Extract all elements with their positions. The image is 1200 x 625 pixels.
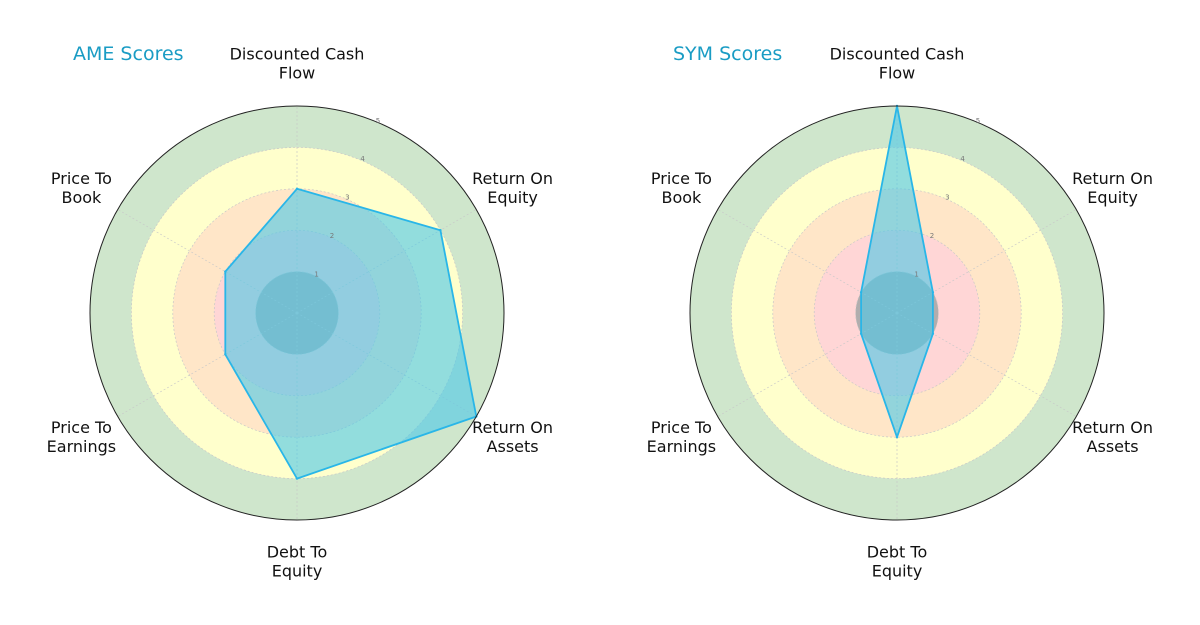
tick-label-2: 2 <box>930 232 934 240</box>
point-price-to-book <box>859 291 863 294</box>
point-debt-to-equity <box>295 477 299 480</box>
axis-label-line: Assets <box>487 437 539 456</box>
spoke-price-to-earnings <box>117 312 298 417</box>
point-debt-to-equity <box>895 436 899 439</box>
axis-label-line: Debt To <box>867 543 928 562</box>
point-price-to-book <box>224 270 227 273</box>
tick-label-2: 2 <box>330 232 334 240</box>
tick-label-3: 3 <box>345 194 349 202</box>
axis-label-return-on-equity: Return On Equity <box>1072 169 1153 207</box>
axis-label-line: Price To <box>51 418 112 437</box>
axis-label-line: Equity <box>487 188 538 207</box>
spoke-price-to-earnings <box>717 312 898 417</box>
axis-label-line: Price To <box>651 169 712 188</box>
tick-label-1: 1 <box>314 271 318 279</box>
axis-label-line: Discounted Cash <box>230 45 365 64</box>
chart-title: AME Scores <box>73 43 184 65</box>
axis-label-line: Equity <box>872 562 923 581</box>
axis-label-return-on-equity: Return On Equity <box>472 169 553 207</box>
point-return-on-assets <box>931 332 935 335</box>
axis-label-price-to-earnings: Price To Earnings <box>47 418 116 456</box>
outer-ring <box>89 105 505 521</box>
axis-label-line: Return On <box>1072 169 1153 188</box>
point-price-to-earnings <box>224 353 227 356</box>
spoke-price-to-book <box>117 209 298 314</box>
axis-label-line: Earnings <box>647 437 716 456</box>
tick-label-4: 4 <box>960 155 965 163</box>
axis-label-line: Price To <box>651 418 712 437</box>
axis-label-line: Earnings <box>47 437 116 456</box>
tick-label-5: 5 <box>976 117 980 125</box>
axis-label-price-to-book: Price To Book <box>651 169 712 207</box>
axis-label-return-on-assets: Return On Assets <box>1072 418 1153 456</box>
tick-label-4: 4 <box>360 155 365 163</box>
axis-label-line: Flow <box>879 64 916 83</box>
axis-label-line: Return On <box>1072 418 1153 437</box>
point-discounted-cash-flow <box>295 187 299 190</box>
point-price-to-earnings <box>859 332 863 335</box>
spoke-return-on-assets <box>896 312 1077 417</box>
axis-label-line: Book <box>661 188 702 207</box>
outer-ring <box>689 105 1105 521</box>
axis-label-debt-to-equity: Debt To Equity <box>867 543 928 581</box>
point-return-on-equity <box>439 229 442 232</box>
chart-title: SYM Scores <box>673 43 782 65</box>
tick-label-3: 3 <box>945 194 949 202</box>
axis-label-return-on-assets: Return On Assets <box>472 418 553 456</box>
tick-label-5: 5 <box>376 117 380 125</box>
axis-label-price-to-earnings: Price To Earnings <box>647 418 716 456</box>
axis-label-line: Return On <box>472 418 553 437</box>
axis-label-discounted-cash-flow: Discounted Cash Flow <box>230 45 365 83</box>
axis-label-line: Flow <box>279 64 316 83</box>
axis-label-debt-to-equity: Debt To Equity <box>267 543 328 581</box>
tick-label-1: 1 <box>914 271 918 279</box>
axis-label-line: Equity <box>272 562 323 581</box>
axis-label-line: Price To <box>51 169 112 188</box>
point-return-on-equity <box>931 291 935 294</box>
axis-label-price-to-book: Price To Book <box>51 169 112 207</box>
axis-label-line: Assets <box>1087 437 1139 456</box>
spoke-return-on-equity <box>896 209 1077 314</box>
axis-label-line: Return On <box>472 169 553 188</box>
spoke-return-on-equity <box>296 209 477 314</box>
axis-label-line: Discounted Cash <box>830 45 965 64</box>
axis-label-line: Equity <box>1087 188 1138 207</box>
axis-label-line: Book <box>61 188 102 207</box>
axis-label-line: Debt To <box>267 543 328 562</box>
spoke-price-to-book <box>717 209 898 314</box>
axis-label-discounted-cash-flow: Discounted Cash Flow <box>830 45 965 83</box>
